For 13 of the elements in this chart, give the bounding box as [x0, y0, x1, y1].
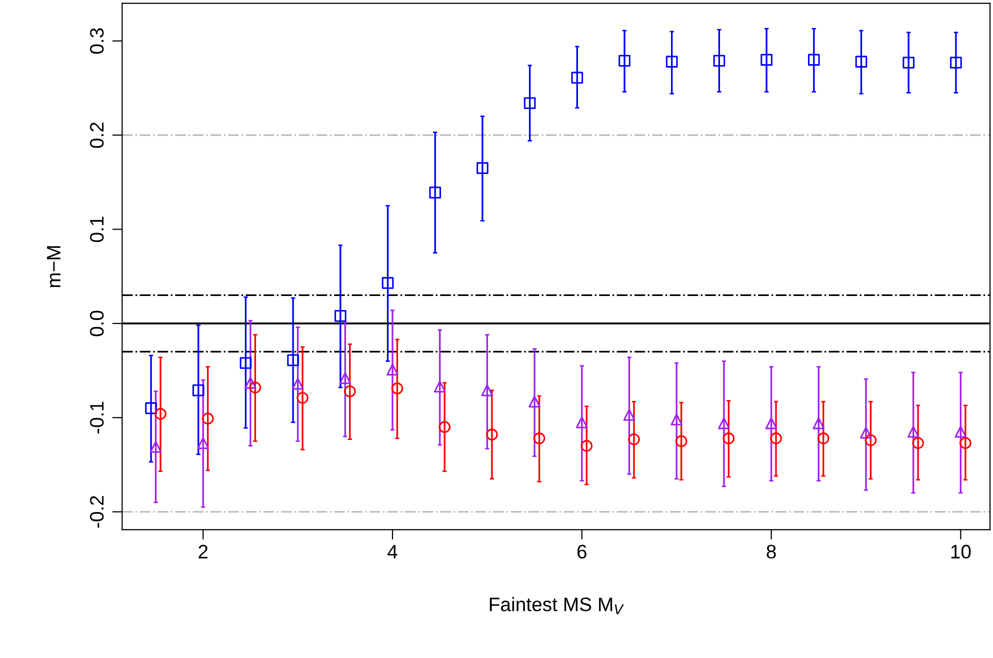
y-tick-label: 0.3: [90, 28, 104, 54]
x-tick-label: 10: [951, 544, 971, 559]
x-tick-label: 8: [766, 544, 776, 559]
y-tick-label: 0.1: [90, 216, 104, 242]
y-axis-title: m−M: [47, 246, 60, 288]
x-axis-title: Faintest MS M$_{V}$: [490, 597, 624, 614]
x-tick-label: 4: [388, 544, 398, 558]
x-tick-label: 2: [198, 544, 208, 558]
y-tick-label: 0.0: [90, 310, 104, 336]
y-tick-label: 0.2: [90, 122, 104, 148]
y-tick-label: -0.2: [90, 496, 104, 528]
y-tick-label: -0.1: [90, 402, 104, 434]
x-tick-label: 6: [577, 544, 586, 559]
